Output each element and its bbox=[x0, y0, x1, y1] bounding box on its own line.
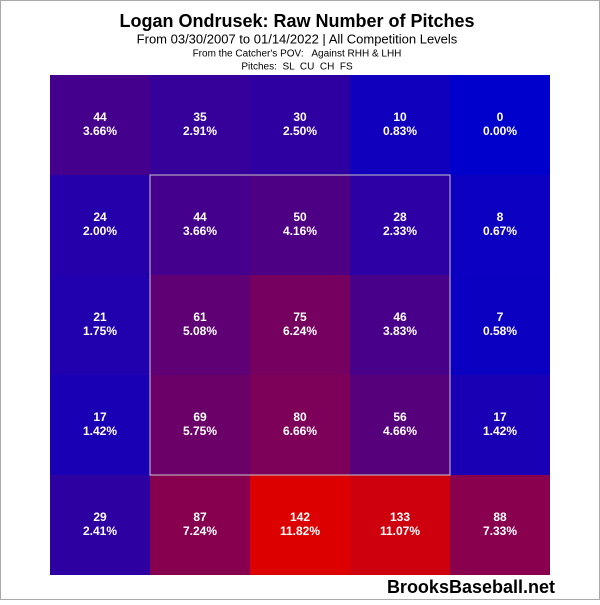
percent-label: 7.33% bbox=[483, 524, 517, 538]
cell bbox=[150, 375, 250, 475]
percent-label: 0.58% bbox=[483, 324, 517, 338]
count-label: 61 bbox=[193, 310, 207, 324]
cell bbox=[350, 75, 450, 175]
percent-label: 11.07% bbox=[380, 524, 420, 538]
cell bbox=[450, 475, 550, 575]
cell bbox=[250, 275, 350, 375]
count-label: 8 bbox=[497, 210, 504, 224]
count-label: 10 bbox=[393, 110, 407, 124]
cell bbox=[450, 75, 550, 175]
percent-label: 1.42% bbox=[83, 424, 117, 438]
cell bbox=[450, 375, 550, 475]
cell bbox=[50, 75, 150, 175]
cell bbox=[450, 275, 550, 375]
percent-label: 4.66% bbox=[383, 424, 417, 438]
percent-label: 3.66% bbox=[83, 124, 117, 138]
cell bbox=[450, 175, 550, 275]
cell bbox=[250, 175, 350, 275]
count-label: 88 bbox=[493, 510, 507, 524]
chart-title: Logan Ondrusek: Raw Number of Pitches bbox=[119, 11, 474, 31]
cell bbox=[50, 375, 150, 475]
count-label: 80 bbox=[293, 410, 307, 424]
percent-label: 4.16% bbox=[283, 224, 317, 238]
cell bbox=[350, 475, 450, 575]
percent-label: 6.66% bbox=[283, 424, 317, 438]
percent-label: 3.83% bbox=[383, 324, 417, 338]
cell bbox=[50, 275, 150, 375]
count-label: 142 bbox=[290, 510, 310, 524]
count-label: 75 bbox=[293, 310, 307, 324]
cell bbox=[250, 375, 350, 475]
strike-zone bbox=[149, 174, 451, 476]
footer: BrooksBaseball.net bbox=[387, 577, 555, 597]
count-label: 46 bbox=[393, 310, 407, 324]
count-label: 87 bbox=[193, 510, 207, 524]
note: From the Catcher's POV: Against RHH & LH… bbox=[193, 49, 402, 60]
cell bbox=[150, 75, 250, 175]
note: Pitches: SL CU CH FS bbox=[241, 62, 353, 73]
percent-label: 0.83% bbox=[383, 124, 417, 138]
count-label: 56 bbox=[393, 410, 407, 424]
percent-label: 6.24% bbox=[283, 324, 317, 338]
percent-label: 1.42% bbox=[483, 424, 517, 438]
cell bbox=[50, 175, 150, 275]
cell bbox=[150, 475, 250, 575]
percent-label: 2.50% bbox=[283, 124, 317, 138]
percent-label: 1.75% bbox=[83, 324, 117, 338]
count-label: 29 bbox=[93, 510, 107, 524]
subtitle: From 03/30/2007 to 01/14/2022 | All Comp… bbox=[137, 31, 458, 46]
count-label: 24 bbox=[93, 210, 107, 224]
count-label: 30 bbox=[293, 110, 307, 124]
count-label: 133 bbox=[390, 510, 410, 524]
percent-label: 0.00% bbox=[483, 124, 517, 138]
percent-label: 7.24% bbox=[183, 524, 217, 538]
percent-label: 3.66% bbox=[183, 224, 217, 238]
percent-label: 2.33% bbox=[383, 224, 417, 238]
count-label: 17 bbox=[493, 410, 507, 424]
count-label: 50 bbox=[293, 210, 307, 224]
count-label: 7 bbox=[497, 310, 504, 324]
percent-label: 5.75% bbox=[183, 424, 217, 438]
percent-label: 2.91% bbox=[183, 124, 217, 138]
count-label: 35 bbox=[193, 110, 207, 124]
count-label: 69 bbox=[193, 410, 207, 424]
count-label: 44 bbox=[93, 110, 107, 124]
count-label: 17 bbox=[93, 410, 107, 424]
percent-label: 0.67% bbox=[483, 224, 517, 238]
count-label: 44 bbox=[193, 210, 207, 224]
cell bbox=[250, 475, 350, 575]
percent-label: 2.41% bbox=[83, 524, 117, 538]
cell bbox=[350, 175, 450, 275]
percent-label: 11.82% bbox=[280, 524, 320, 538]
count-label: 28 bbox=[393, 210, 407, 224]
percent-label: 2.00% bbox=[83, 224, 117, 238]
cell bbox=[150, 175, 250, 275]
cell bbox=[50, 475, 150, 575]
cell bbox=[350, 275, 450, 375]
count-label: 21 bbox=[93, 310, 107, 324]
cell bbox=[250, 75, 350, 175]
count-label: 0 bbox=[497, 110, 504, 124]
cell bbox=[350, 375, 450, 475]
percent-label: 5.08% bbox=[183, 324, 217, 338]
cell bbox=[150, 275, 250, 375]
